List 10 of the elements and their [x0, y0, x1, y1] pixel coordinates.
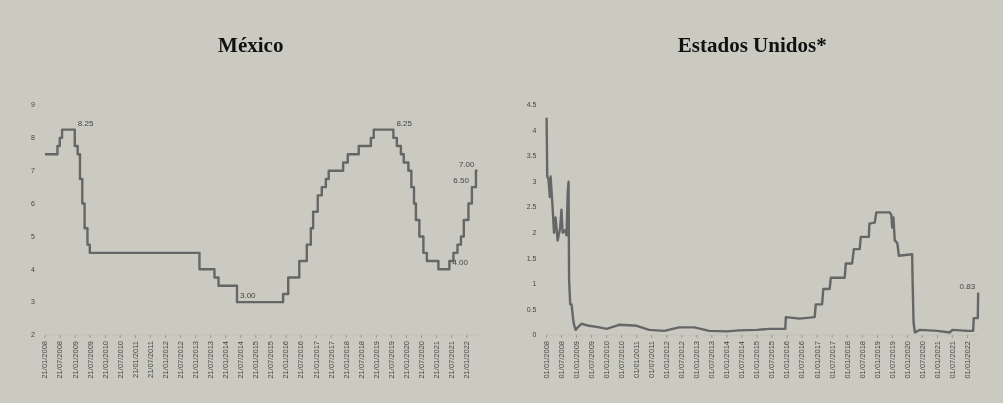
chart-title: Estados Unidos*: [677, 33, 827, 57]
chart-title: México: [218, 33, 284, 57]
annotation: 6.50: [453, 176, 470, 186]
annotation: 3.00: [240, 291, 257, 301]
annotation: 0.83: [959, 281, 976, 291]
line-series: [545, 116, 980, 334]
annotation: 4.00: [452, 258, 469, 268]
annotation: 8.25: [396, 118, 413, 128]
annotation: 8.25: [77, 118, 94, 128]
annotation: 7.00: [458, 159, 476, 169]
